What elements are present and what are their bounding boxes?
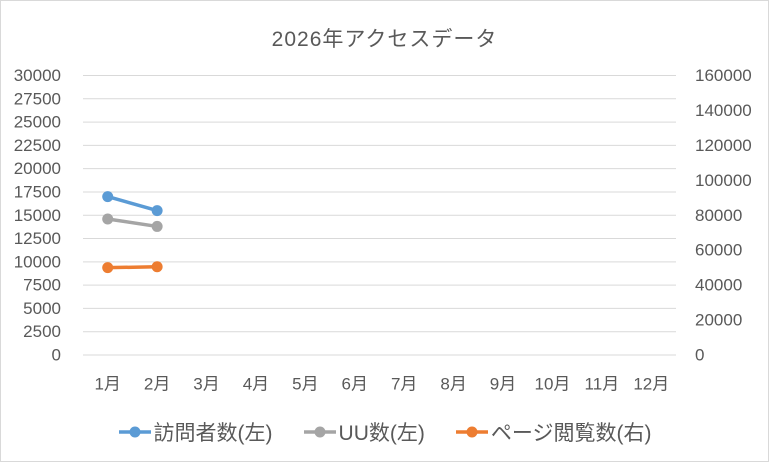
left-axis-tick-label: 22500 (14, 136, 61, 155)
data-point-marker (151, 220, 163, 232)
x-axis-tick-label: 11月 (585, 375, 620, 394)
right-axis-tick-label: 100000 (695, 171, 752, 190)
x-axis-tick-label: 6月 (342, 375, 368, 394)
x-axis-tick-label: 12月 (633, 375, 669, 394)
data-point-marker (151, 205, 163, 217)
left-axis-tick-label: 2500 (23, 322, 61, 341)
x-axis-tick-label: 3月 (193, 375, 219, 394)
legend-label-uu: UU数(左) (338, 422, 425, 445)
data-point-marker (102, 213, 114, 225)
series-line (105, 265, 159, 270)
x-axis-tick-label: 4月 (243, 375, 269, 394)
series-line (105, 217, 159, 229)
legend-label-pageviews: ページ閲覧数(右) (490, 422, 652, 445)
series-line (105, 194, 159, 213)
left-axis-tick-label: 0 (52, 346, 61, 365)
right-axis-tick-label: 20000 (695, 311, 742, 330)
legend: 訪問者数(左) UU数(左) ページ閲覧数(右) (1, 417, 768, 447)
x-axis-tick-label: 9月 (490, 375, 516, 394)
legend-item-visitors[interactable]: 訪問者数(左) (118, 417, 273, 447)
left-axis-tick-label: 10000 (14, 252, 61, 271)
right-axis-tick-label: 140000 (695, 101, 752, 120)
right-axis-tick-label: 160000 (695, 66, 752, 85)
left-axis-tick-label: 5000 (23, 299, 61, 318)
left-axis-tick-label: 15000 (14, 206, 61, 225)
x-axis-tick-label: 2月 (144, 375, 170, 394)
left-axis-tick-label: 7500 (23, 276, 61, 295)
line-marker-icon (118, 426, 151, 438)
x-axis-tick-label: 5月 (292, 375, 318, 394)
right-axis-tick-label: 0 (695, 346, 704, 365)
chart-title: 2026年アクセスデータ (271, 28, 498, 51)
left-axis-tick-label: 30000 (14, 66, 61, 85)
right-axis-tick-label: 120000 (695, 136, 752, 155)
legend-item-pageviews[interactable]: ページ閲覧数(右) (455, 417, 652, 447)
line-marker-icon (455, 426, 488, 438)
data-point-marker (151, 261, 163, 273)
left-axis-tick-label: 27500 (14, 89, 61, 108)
data-point-marker (102, 191, 114, 203)
line-marker-icon (303, 426, 336, 438)
x-axis-tick-label: 1月 (94, 375, 120, 394)
legend-item-uu[interactable]: UU数(左) (303, 417, 425, 447)
right-axis-tick-label: 40000 (695, 276, 742, 295)
left-axis-tick-label: 12500 (14, 229, 61, 248)
x-axis-tick-label: 8月 (440, 375, 466, 394)
right-axis-tick-label: 60000 (695, 241, 742, 260)
left-axis-tick-label: 17500 (14, 182, 61, 201)
legend-label-visitors: 訪問者数(左) (153, 422, 273, 445)
data-point-marker (102, 262, 114, 274)
x-axis-tick-label: 10月 (534, 375, 570, 394)
x-axis-tick-label: 7月 (391, 375, 417, 394)
left-axis-tick-label: 25000 (14, 113, 61, 132)
right-axis-tick-label: 80000 (695, 206, 742, 225)
left-axis-tick-label: 20000 (14, 159, 61, 178)
